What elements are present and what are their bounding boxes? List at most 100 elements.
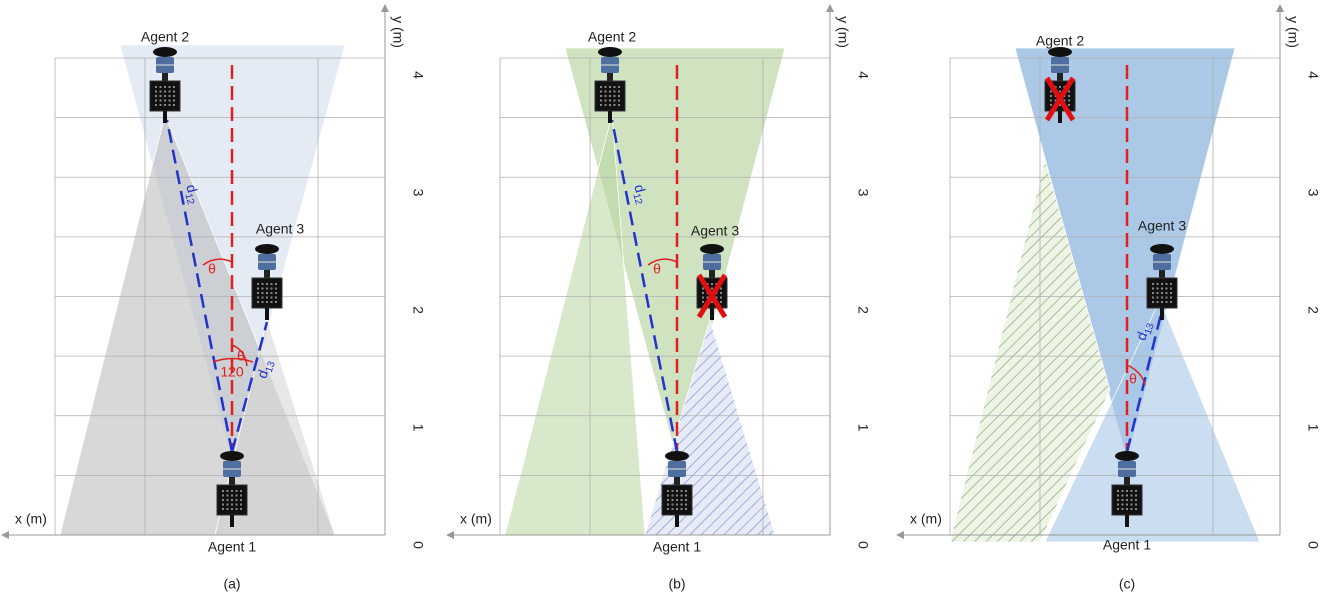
panel: x (m)y (m)01234Agent 2Agent 3Agent 1d13θ… xyxy=(900,8,1321,592)
agent-dot xyxy=(169,95,171,97)
agent-dot xyxy=(614,86,616,88)
agent-dot xyxy=(1126,508,1128,510)
x-axis-label: x (m) xyxy=(910,511,942,527)
agent-dot xyxy=(1157,283,1159,285)
agent-dot xyxy=(685,504,687,506)
agent-dot xyxy=(1152,288,1154,290)
agent-dot xyxy=(164,86,166,88)
agent-leg xyxy=(1160,308,1164,320)
panel-label: (c) xyxy=(1119,576,1135,592)
agent-dot xyxy=(231,504,233,506)
agent-neck xyxy=(229,477,235,485)
agent-leg xyxy=(163,111,167,123)
agent-dot xyxy=(1170,288,1172,290)
agent-dot xyxy=(1050,100,1052,102)
agent-dot xyxy=(222,495,224,497)
agent-label: Agent 2 xyxy=(588,29,636,45)
y-tick-label: 2 xyxy=(855,306,871,314)
agent-dot xyxy=(169,86,171,88)
agent-dot xyxy=(681,490,683,492)
agent-label: Agent 2 xyxy=(141,29,189,45)
agent-dot xyxy=(681,504,683,506)
agent-dot xyxy=(1135,490,1137,492)
agent-dot xyxy=(1126,490,1128,492)
agent-dot xyxy=(236,490,238,492)
agent-dot xyxy=(155,95,157,97)
agent-dot xyxy=(169,100,171,102)
agent-dot xyxy=(720,292,722,294)
agent-dot xyxy=(711,288,713,290)
agent-neck xyxy=(709,270,715,278)
agent-dot xyxy=(275,288,277,290)
agent-leg xyxy=(265,308,269,320)
agent-dot xyxy=(681,499,683,501)
agent-dot xyxy=(257,288,259,290)
agent-dot xyxy=(271,301,273,303)
agent-dot xyxy=(1117,499,1119,501)
agent-dot xyxy=(720,288,722,290)
agent-dot xyxy=(160,91,162,93)
agent-cap xyxy=(598,47,622,57)
agent-dot xyxy=(1131,495,1133,497)
agent-dot xyxy=(600,86,602,88)
agent-leg xyxy=(1125,515,1129,527)
agent-dot xyxy=(672,504,674,506)
figure: x (m)y (m)01234Agent 2Agent 3Agent 1d12d… xyxy=(0,0,1327,601)
agent-dot xyxy=(676,490,678,492)
agent-dot xyxy=(1170,292,1172,294)
agent-dot xyxy=(614,91,616,93)
agent-dot xyxy=(262,283,264,285)
y-tick-label: 3 xyxy=(855,189,871,197)
agent-dot xyxy=(1152,283,1154,285)
agent-dot xyxy=(155,100,157,102)
panel-label: (b) xyxy=(668,576,685,592)
agent-dot xyxy=(1068,95,1070,97)
agent-cap xyxy=(255,244,279,254)
agent-dot xyxy=(160,104,162,106)
agent-dot xyxy=(257,297,259,299)
agent-label: Agent 3 xyxy=(691,223,739,239)
agent-dot xyxy=(1135,504,1137,506)
agent-cap xyxy=(665,451,689,461)
agent-dot xyxy=(1068,91,1070,93)
agent-dot xyxy=(236,508,238,510)
agent-dot xyxy=(169,91,171,93)
agent-dot xyxy=(614,95,616,97)
agent-dot xyxy=(1161,288,1163,290)
agent-dot xyxy=(1050,91,1052,93)
agent-cap xyxy=(1150,244,1174,254)
agent-dot xyxy=(672,495,674,497)
agent-neck xyxy=(264,270,270,278)
agent-dot xyxy=(1152,297,1154,299)
agent-leg xyxy=(710,308,714,320)
agent-dot xyxy=(155,91,157,93)
agent-dot xyxy=(1135,499,1137,501)
agent-dot xyxy=(1157,297,1159,299)
agent-dot xyxy=(605,100,607,102)
agent-dot xyxy=(227,495,229,497)
agent-dot xyxy=(685,490,687,492)
agent-dot xyxy=(222,499,224,501)
agent-dot xyxy=(1157,301,1159,303)
agent-dot xyxy=(240,508,242,510)
agent-label: Agent 2 xyxy=(1036,33,1084,49)
agent-dot xyxy=(605,86,607,88)
agent-dot xyxy=(271,297,273,299)
agent-dot xyxy=(155,104,157,106)
agent-dot xyxy=(160,86,162,88)
agent-dot xyxy=(173,100,175,102)
agent-dot xyxy=(222,490,224,492)
agent-dot xyxy=(609,104,611,106)
y-tick-label: 0 xyxy=(410,541,426,549)
agent-neck xyxy=(607,73,613,81)
agent-neck xyxy=(1057,73,1063,81)
agent-dot xyxy=(1126,504,1128,506)
agent-dot xyxy=(1131,508,1133,510)
agent-dot xyxy=(600,95,602,97)
y-tick-label: 1 xyxy=(855,424,871,432)
agent-dot xyxy=(1117,495,1119,497)
y-tick-label: 1 xyxy=(1305,424,1321,432)
agent-dot xyxy=(1068,100,1070,102)
agent-dot xyxy=(1117,504,1119,506)
agent-dot xyxy=(672,508,674,510)
